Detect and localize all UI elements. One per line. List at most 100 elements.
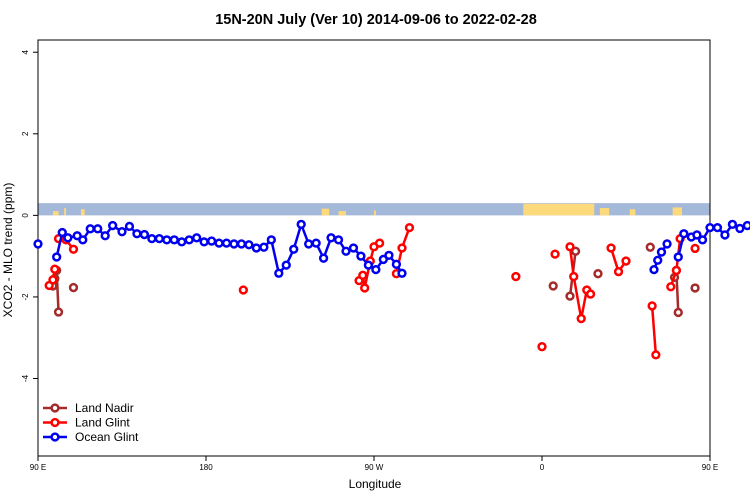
y-tick-label: -4 <box>21 374 30 382</box>
series-line <box>650 305 658 355</box>
data-point <box>63 233 73 243</box>
data-point <box>214 238 224 248</box>
data-point <box>666 282 676 292</box>
data-point <box>697 235 708 245</box>
chart-title: 15N-20N July (Ver 10) 2014-09-06 to 2022… <box>215 12 537 28</box>
data-point <box>296 219 306 229</box>
data-point <box>333 235 344 245</box>
x-tick-label: 90 E <box>30 463 46 472</box>
data-point <box>251 243 262 253</box>
data-point <box>690 243 700 254</box>
legend-marker <box>50 403 60 413</box>
data-point <box>238 285 248 295</box>
x-axis: 90 E 180 90 W 0 90 E <box>30 456 718 472</box>
data-point <box>281 260 291 270</box>
data-point <box>647 301 657 311</box>
land-patch <box>523 203 595 216</box>
data-point <box>397 268 407 278</box>
data-point <box>177 237 187 247</box>
data-point <box>341 246 351 256</box>
land-patch <box>374 210 376 216</box>
data-point <box>124 221 135 232</box>
data-point <box>289 244 299 254</box>
data-point <box>374 238 385 248</box>
series-line <box>568 246 589 319</box>
x-tick-label: 180 <box>199 463 213 472</box>
land-patch <box>64 208 66 216</box>
data-point <box>100 231 110 241</box>
data-point <box>154 233 164 244</box>
legend-label: Land Nadir <box>75 401 134 415</box>
data-point <box>108 220 118 231</box>
data-point <box>266 235 276 245</box>
data-point <box>304 239 314 249</box>
data-point <box>565 242 575 252</box>
data-point <box>565 291 575 301</box>
data-point <box>720 230 730 240</box>
data-point <box>576 313 586 324</box>
data-point <box>692 230 702 240</box>
y-tick-label: 4 <box>21 49 30 54</box>
data-point <box>705 222 715 233</box>
data-point <box>117 227 127 237</box>
data-point <box>511 271 521 282</box>
data-point <box>192 233 202 243</box>
legend-marker <box>50 432 60 442</box>
data-point <box>52 252 62 262</box>
data-point <box>363 260 374 270</box>
series-land-glint <box>44 222 700 360</box>
data-point <box>673 307 683 318</box>
data-point <box>348 243 359 253</box>
x-tick-label: 0 <box>540 463 545 472</box>
data-point <box>404 222 415 233</box>
data-point <box>649 264 659 275</box>
series-ocean-glint <box>33 219 750 278</box>
data-point <box>690 283 700 293</box>
data-point <box>645 242 655 252</box>
data-point <box>548 281 558 291</box>
data-point <box>57 227 67 238</box>
data-point <box>139 229 150 240</box>
land-patch <box>338 211 346 216</box>
legend-label: Ocean Glint <box>75 430 139 444</box>
data-point <box>78 235 88 245</box>
legend-label: Land Glint <box>75 416 130 430</box>
land-patch <box>629 209 636 216</box>
data-point <box>391 259 402 269</box>
data-point <box>651 350 661 360</box>
data-point <box>653 255 663 265</box>
data-point <box>356 251 366 261</box>
data-point <box>33 239 43 249</box>
x-tick-label: 90 E <box>702 463 718 472</box>
data-point <box>53 307 64 317</box>
data-point <box>550 249 560 259</box>
data-point <box>259 242 269 252</box>
data-point <box>712 222 723 233</box>
data-point <box>229 239 239 249</box>
data-point <box>132 229 142 239</box>
data-point <box>360 283 370 293</box>
data-point <box>318 253 329 263</box>
data-point <box>662 239 672 249</box>
y-tick-label: 0 <box>21 213 30 218</box>
data-point <box>184 235 194 245</box>
land-patch <box>321 208 330 216</box>
data-point <box>593 269 603 279</box>
data-point <box>85 224 95 234</box>
data-point <box>606 243 616 253</box>
data-point <box>735 223 745 234</box>
data-point <box>68 282 79 293</box>
data-point <box>727 219 738 229</box>
data-point <box>147 233 157 244</box>
data-point <box>613 267 624 277</box>
data-point <box>384 250 394 260</box>
series-land-nadir <box>48 242 700 318</box>
data-point <box>326 233 336 243</box>
data-point <box>585 289 596 299</box>
land-patch <box>672 207 682 216</box>
y-axis: 4 2 0 -2 -4 <box>21 49 38 382</box>
data-point <box>673 252 683 262</box>
data-point <box>569 271 579 282</box>
